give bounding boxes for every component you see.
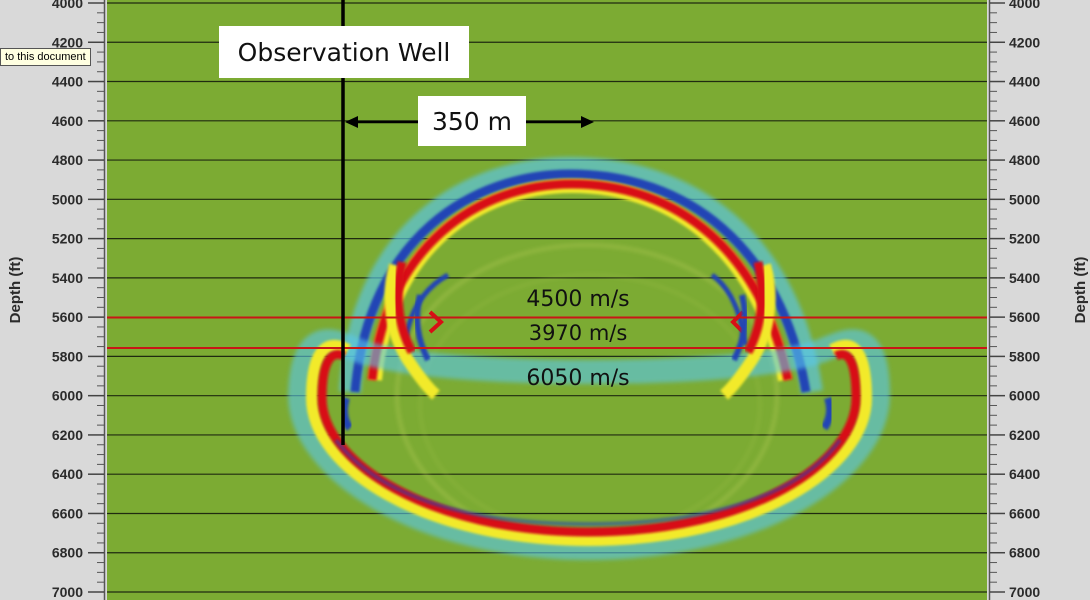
right-tick-label: 5000 [1009,191,1040,207]
right-flank-red [744,261,767,355]
right-flank-blue [731,294,748,362]
right-tick-label: 4200 [1009,34,1040,50]
left-tick-label: 6400 [52,466,83,482]
left-depth-axis: 4000 4200 4400 4600 4800 5000 5200 5400 5600 5800… [52,0,104,600]
left-tick-label: 5200 [52,231,83,247]
right-tick-label: 6000 [1009,388,1040,404]
left-tick-label: 7000 [52,584,83,600]
left-tick-label: 6200 [52,427,83,443]
right-tick-label: 6200 [1009,427,1040,443]
distance-arrow [345,116,594,128]
left-tick-label: 4200 [52,34,83,50]
right-tick-label: 4600 [1009,113,1040,129]
lower-wave-halo [287,329,891,561]
velocity-middle-label: 3970 m/s [529,321,628,345]
left-tick-label: 6000 [52,388,83,404]
lower-wave-blue [334,438,842,527]
left-tick-label: 5800 [52,348,83,364]
left-tick-label: 5000 [52,191,83,207]
distance-label-box [418,96,526,146]
left-flank-red [393,261,416,355]
wavefront [287,156,891,561]
observation-well-label-box [219,26,469,78]
right-tick-label: 4800 [1009,152,1040,168]
velocity-lower-label: 6050 m/s [526,366,629,391]
right-tick-label: 4000 [1009,0,1040,11]
left-flank-yellow [384,263,441,400]
right-tick-label: 4400 [1009,74,1040,90]
velocity-upper-label: 4500 m/s [526,287,629,312]
left-tick-label: 4400 [52,74,83,90]
observation-well-label: Observation Well [238,38,451,67]
right-depth-axis: 4000 4200 4400 4600 4800 5000 5200 5400 5600 5800… [990,0,1040,600]
right-axis-panel [987,0,1090,600]
right-blue-tip [820,396,835,431]
left-axis-panel [0,0,107,600]
right-tick-label: 6800 [1009,545,1040,561]
left-tick-label: 6600 [52,505,83,521]
inner-red-mark-left [428,310,444,334]
left-tick-label: 4000 [52,0,83,11]
right-tick-label: 5400 [1009,270,1040,286]
right-tick-label: 5600 [1009,309,1040,325]
right-tick-label: 6400 [1009,466,1040,482]
right-flank-yellow [719,263,776,400]
left-tick-label: 5600 [52,309,83,325]
right-tick-label: 5800 [1009,348,1040,364]
left-axis-title: Depth (ft) [7,257,24,324]
right-tick-label: 6600 [1009,505,1040,521]
left-tick-label: 5400 [52,270,83,286]
left-flank-blue [414,294,431,362]
upper-arch-red [367,179,793,381]
left-tick-label: 4600 [52,113,83,129]
right-axis-title: Depth (ft) [1072,257,1089,324]
right-tick-label: 7000 [1009,584,1040,600]
left-tick-label: 6800 [52,545,83,561]
inner-red-mark-right [730,310,745,334]
plot-background [107,0,987,600]
left-tick-label: 4800 [52,152,83,168]
document-tooltip: to this document [0,48,91,66]
right-tick-label: 5200 [1009,231,1040,247]
distance-label: 350 m [432,107,512,136]
